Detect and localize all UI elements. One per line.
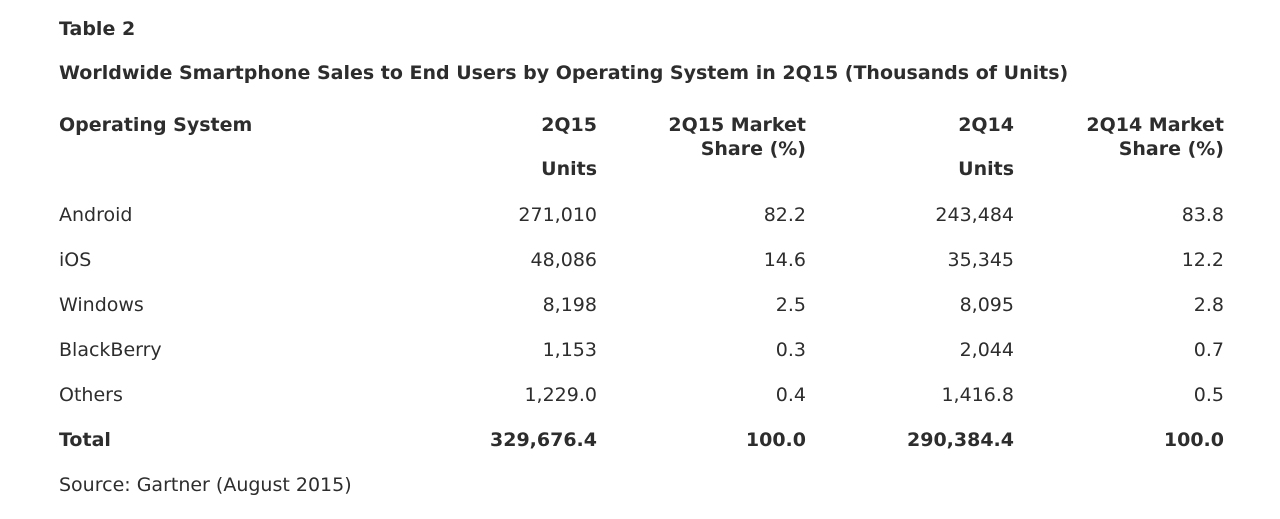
q14-share-cell: 0.7 bbox=[1193, 339, 1224, 361]
table-header-row-1: Operating System 2Q15 2Q15 Market Share … bbox=[59, 113, 1224, 160]
q14-units-cell: 2,044 bbox=[959, 339, 1014, 361]
table-label: Table 2 bbox=[59, 18, 136, 40]
q15-share-cell: 0.4 bbox=[775, 384, 806, 406]
col-header-2q14-market-share-line2: Share (%) bbox=[1118, 138, 1224, 160]
q15-share-cell: 100.0 bbox=[745, 429, 806, 451]
col-header-2q14-market-share-line1: 2Q14 Market bbox=[1086, 114, 1224, 136]
col-header-2q14-market-share: 2Q14 Market Share (%) bbox=[1014, 113, 1224, 181]
q15-share-cell: 14.6 bbox=[763, 249, 806, 271]
source-note: Source: Gartner (August 2015) bbox=[59, 474, 352, 496]
table-row-android: Android 271,010 82.2 243,484 83.8 bbox=[59, 181, 1224, 226]
q15-share-cell: 2.5 bbox=[775, 294, 806, 316]
col-header-2q14: 2Q14 bbox=[958, 114, 1014, 136]
q15-units-cell: 271,010 bbox=[518, 204, 597, 226]
q14-units-cell: 1,416.8 bbox=[941, 384, 1014, 406]
os-name-cell: Total bbox=[59, 429, 111, 451]
q14-share-cell: 100.0 bbox=[1163, 429, 1224, 451]
col-header-2q15-market-share-line1: 2Q15 Market bbox=[668, 114, 806, 136]
os-name-cell: Others bbox=[59, 384, 123, 406]
os-name-cell: iOS bbox=[59, 249, 92, 271]
table-row-windows: Windows 8,198 2.5 8,095 2.8 bbox=[59, 271, 1224, 316]
col-header-2q15-market-share: 2Q15 Market Share (%) bbox=[597, 113, 806, 181]
q15-units-cell: 8,198 bbox=[542, 294, 597, 316]
q14-share-cell: 83.8 bbox=[1181, 204, 1224, 226]
table-row-others: Others 1,229.0 0.4 1,416.8 0.5 bbox=[59, 361, 1224, 406]
q14-units-cell: 8,095 bbox=[959, 294, 1014, 316]
q14-share-cell: 12.2 bbox=[1181, 249, 1224, 271]
smartphone-sales-table: Operating System 2Q15 2Q15 Market Share … bbox=[59, 113, 1224, 451]
col-header-2q15-units: Units bbox=[541, 158, 597, 180]
table-row-ios: iOS 48,086 14.6 35,345 12.2 bbox=[59, 226, 1224, 271]
col-header-operating-system: Operating System bbox=[59, 114, 253, 136]
col-header-2q14-units: Units bbox=[958, 158, 1014, 180]
os-name-cell: BlackBerry bbox=[59, 339, 162, 361]
col-header-2q15: 2Q15 bbox=[541, 114, 597, 136]
q15-units-cell: 1,229.0 bbox=[524, 384, 597, 406]
os-name-cell: Windows bbox=[59, 294, 144, 316]
q14-units-cell: 290,384.4 bbox=[907, 429, 1014, 451]
q15-units-cell: 329,676.4 bbox=[490, 429, 597, 451]
q15-share-cell: 82.2 bbox=[763, 204, 806, 226]
table-header-row-2: Units Units bbox=[59, 157, 1224, 181]
table-2-figure: Table 2 Worldwide Smartphone Sales to En… bbox=[59, 18, 1224, 496]
q14-share-cell: 0.5 bbox=[1193, 384, 1224, 406]
table-row-blackberry: BlackBerry 1,153 0.3 2,044 0.7 bbox=[59, 316, 1224, 361]
col-header-2q15-market-share-line2: Share (%) bbox=[700, 138, 806, 160]
q14-units-cell: 243,484 bbox=[935, 204, 1014, 226]
q15-units-cell: 1,153 bbox=[542, 339, 597, 361]
table-row-total: Total 329,676.4 100.0 290,384.4 100.0 bbox=[59, 406, 1224, 451]
table-title: Worldwide Smartphone Sales to End Users … bbox=[59, 62, 1069, 84]
os-name-cell: Android bbox=[59, 204, 133, 226]
q15-share-cell: 0.3 bbox=[775, 339, 806, 361]
table-body: Android 271,010 82.2 243,484 83.8 iOS 48… bbox=[59, 181, 1224, 451]
q14-share-cell: 2.8 bbox=[1193, 294, 1224, 316]
table-header: Operating System 2Q15 2Q15 Market Share … bbox=[59, 113, 1224, 181]
q14-units-cell: 35,345 bbox=[947, 249, 1014, 271]
q15-units-cell: 48,086 bbox=[530, 249, 597, 271]
